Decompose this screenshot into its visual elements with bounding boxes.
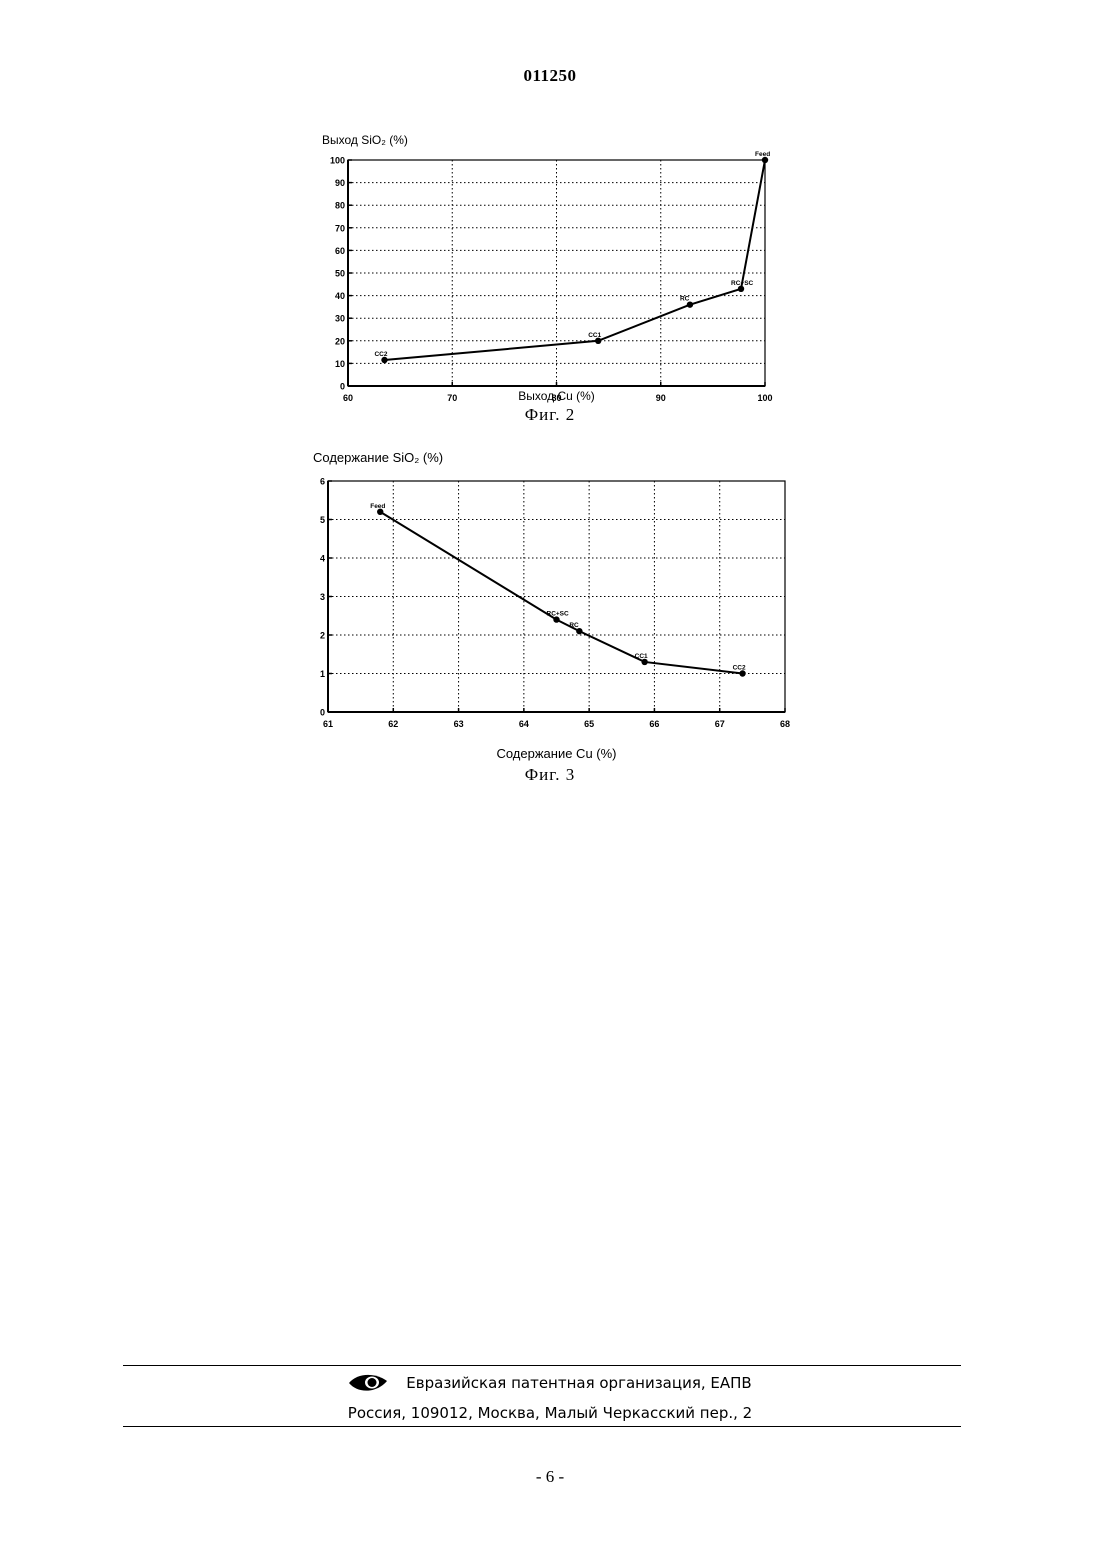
chart2-data-label: RC+SC <box>731 280 754 287</box>
chart2-x-tick-label: 70 <box>447 393 457 403</box>
chart3-y-tick-label: 0 <box>320 708 325 718</box>
chart2-series-line <box>384 160 765 360</box>
chart2-data-label: CC1 <box>588 332 601 339</box>
chart3-x-axis-label: Содержание Cu (%) <box>496 746 616 761</box>
chart2-y-tick-label: 90 <box>335 178 345 188</box>
chart3-y-tick-label: 3 <box>320 592 325 602</box>
figure-3-caption: Фиг. 3 <box>0 765 1100 785</box>
chart2-x-tick-label: 90 <box>656 393 666 403</box>
chart3-y-tick-label: 2 <box>320 631 325 641</box>
chart3-y-tick-label: 6 <box>320 477 325 487</box>
chart2-y-axis-label: Выход SiO₂ (%) <box>322 133 408 147</box>
chart2-y-tick-label: 20 <box>335 336 345 346</box>
chart3-x-tick-label: 65 <box>584 719 594 729</box>
chart2-y-tick-label: 80 <box>335 201 345 211</box>
chart2-x-tick-label: 100 <box>757 393 772 403</box>
chart2-data-label: RC <box>680 296 690 303</box>
chart2-y-tick-label: 50 <box>335 269 345 279</box>
chart3-y-tick-label: 4 <box>320 554 325 564</box>
figure-3-chart: 61 62 63 64 65 66 67 68 0 1 2 3 4 5 6 Содержание SiO₂ (… <box>305 446 805 766</box>
chart3-data-label: RC+SC <box>547 611 570 618</box>
chart3-data-label: CC1 <box>635 653 648 660</box>
chart3-x-tick-label: 64 <box>519 719 529 729</box>
footer-org-name: Евразийская патентная организация, ЕАПВ <box>406 1374 751 1392</box>
footer-org-row: Евразийская патентная организация, ЕАПВ <box>0 1372 1100 1398</box>
footer-address: Россия, 109012, Москва, Малый Черкасский… <box>0 1404 1100 1422</box>
footer-top-rule <box>123 1365 961 1366</box>
document-number: 011250 <box>0 66 1100 86</box>
chart3-x-tick-label: 63 <box>454 719 464 729</box>
chart2-y-tick-label: 0 <box>340 382 345 392</box>
chart3-data-label: CC2 <box>733 665 746 672</box>
chart3-x-tick-label: 67 <box>715 719 725 729</box>
footer-bottom-rule <box>123 1426 961 1427</box>
chart2-y-tick-label: 30 <box>335 314 345 324</box>
chart3-x-tick-label: 62 <box>388 719 398 729</box>
chart3-y-axis-label: Содержание SiO₂ (%) <box>313 450 443 465</box>
figure-2-chart: 607080901000102030405060708090100Выход S… <box>310 128 790 408</box>
chart3-x-tick-label: 61 <box>323 719 333 729</box>
figure-2-svg: 607080901000102030405060708090100Выход S… <box>310 128 790 408</box>
chart3-data-label: RC <box>569 622 579 629</box>
figure-3-svg: 61 62 63 64 65 66 67 68 0 1 2 3 4 5 6 Содержание SiO₂ (… <box>305 446 805 766</box>
chart3-y-tick-label: 5 <box>320 515 325 525</box>
chart2-y-tick-label: 100 <box>330 156 345 166</box>
chart2-y-tick-label: 10 <box>335 359 345 369</box>
eye-logo-icon <box>348 1372 388 1394</box>
chart3-data-label: Feed <box>370 503 385 510</box>
chart2-y-tick-label: 70 <box>335 223 345 233</box>
chart2-data-label: CC2 <box>374 351 387 358</box>
chart2-x-axis-label: Выход Cu (%) <box>518 389 595 403</box>
chart3-series-line <box>380 512 742 674</box>
chart3-y-tick-label: 1 <box>320 669 325 679</box>
chart2-data-label: Feed <box>755 151 770 158</box>
chart2-y-tick-label: 60 <box>335 246 345 256</box>
page-number: - 6 - <box>0 1467 1100 1487</box>
chart3-x-tick-label: 68 <box>780 719 790 729</box>
chart3-x-tick-label: 66 <box>649 719 659 729</box>
chart2-x-tick-label: 60 <box>343 393 353 403</box>
chart2-y-tick-label: 40 <box>335 291 345 301</box>
figure-2-caption: Фиг. 2 <box>0 405 1100 425</box>
